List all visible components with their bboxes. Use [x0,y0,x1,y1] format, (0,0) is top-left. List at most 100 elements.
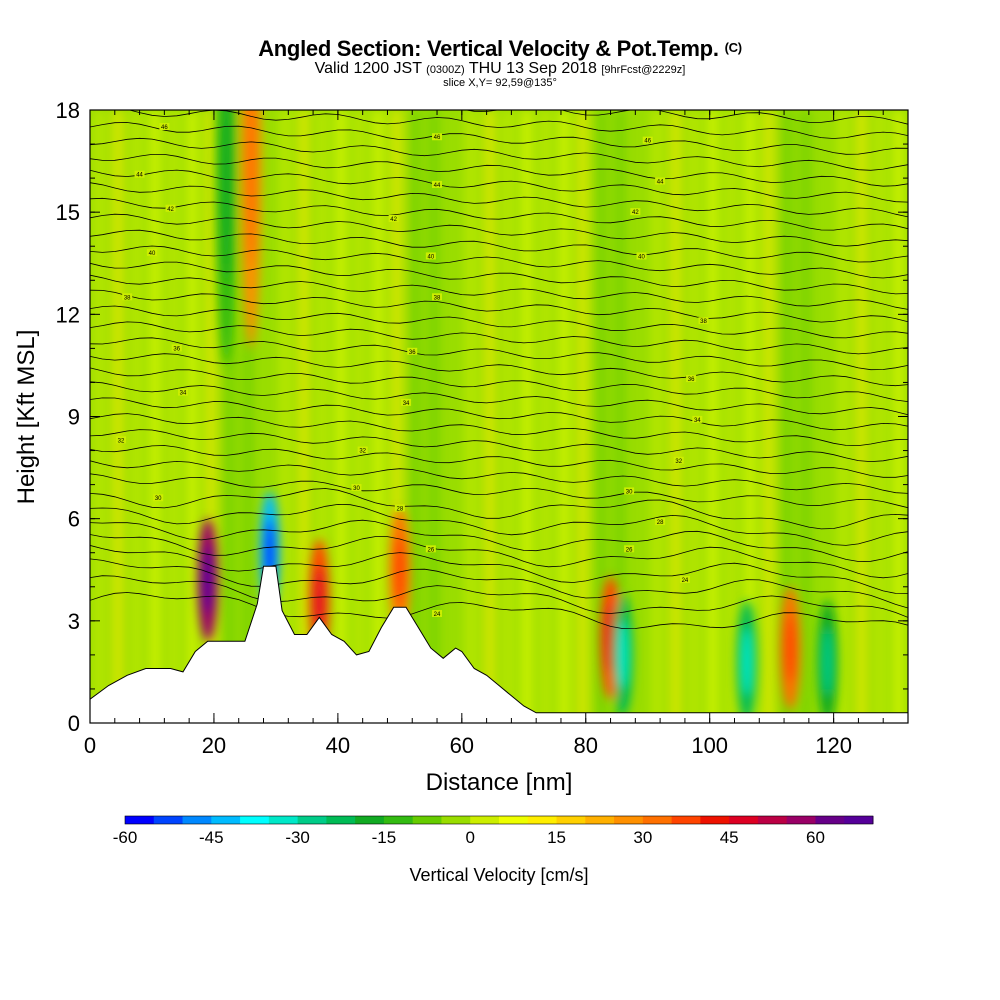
velocity-streak [595,110,608,723]
chart-subtitle: Valid 1200 JST (0300Z) THU 13 Sep 2018 [… [0,60,1000,78]
isentrope-label: 28 [397,506,404,512]
isentrope-line [90,337,908,371]
velocity-streak [669,110,682,723]
colorbar-swatch [556,816,586,824]
colorbar-swatch [499,816,529,824]
isentrope-line [90,261,908,295]
isentrope-label: 30 [353,486,360,492]
velocity-streak [297,110,310,723]
terrain [90,565,908,723]
x-tick-label: 0 [84,733,96,758]
isentrope-label-bg [642,136,653,144]
isentrope-line [90,503,908,546]
isentrope-label: 26 [427,547,434,553]
isentrope-line [90,534,908,579]
isentrope-label-bg [432,293,443,301]
colorbar-swatch [441,816,471,824]
colorbar-swatch [153,816,184,824]
colorbar-swatch [614,816,644,824]
velocity-streak [353,110,366,723]
velocity-core [221,110,232,282]
isentrope-label: 38 [434,295,441,301]
x-tick-label: 40 [326,733,350,758]
velocity-streak [483,110,496,723]
velocity-core [314,566,325,635]
velocity-streak [762,110,775,723]
isentrope-label: 34 [180,391,187,397]
isentrope-line [90,182,908,218]
colorbar-swatch [470,816,500,824]
isentrope-label: 42 [167,207,174,213]
colorbar-swatch [268,816,299,824]
velocity-streak [855,110,868,723]
isentrope-line [90,197,908,231]
colorbar-tick-label: -15 [372,828,397,847]
isentrope-line [90,519,908,562]
isentrope-label-bg [177,388,188,396]
y-tick-label: 15 [56,200,80,225]
isentrope-label-bg [425,252,436,260]
isentrope-label-bg [165,204,176,212]
velocity-streak [167,110,180,723]
isentrope-label-bg [673,456,684,464]
isentrope-label: 38 [700,319,707,325]
velocity-streak [558,110,571,723]
colorbar-tick-label: 15 [547,828,566,847]
colorbar-frame [124,815,874,825]
velocity-streak [706,110,719,723]
isentrope-label: 36 [688,377,695,383]
velocity-streak [836,110,849,723]
isentrope-label-bg [171,344,182,352]
isentrope-label: 36 [409,350,416,356]
plot-area: 46 46 46 44 44 44 42 42 42 40 40 40 38 38 38 36 36 36 34 34… [90,110,908,723]
colorbar-swatch [786,816,816,824]
isentrope-label-bg [432,133,443,141]
isentrope-label-bg [630,208,641,216]
isentrope-line [127,110,908,139]
y-tick-label: 3 [68,609,80,634]
colorbar-tick-label: -60 [113,828,138,847]
subtitle-valid: Valid 1200 JST [314,60,422,77]
colorbar-swatch [757,816,788,824]
isentrope-label: 34 [403,401,410,407]
isentrope-line [90,558,908,609]
isentrope-label-bg [146,249,157,257]
velocity-streak [186,110,199,723]
velocity-streak [799,110,812,723]
colorbar-swatch [671,816,701,824]
y-tick-label: 0 [68,711,80,736]
slice-info: slice X,Y= 92,59@135° [443,77,557,89]
velocity-streak [279,110,292,723]
isentrope-label: 46 [434,135,441,141]
isentrope-label-bg [624,545,635,553]
colorbar: -60 -45 -30 -15 0 15 30 45 60 [113,815,874,847]
velocity-streak [130,110,143,723]
velocity-streak [111,110,124,723]
velocity-streak [576,110,589,723]
isentrope-label-bg [351,484,362,492]
isentrope-label-bg [624,487,635,495]
isentrope-label-bg [153,494,164,502]
velocity-streak [539,110,552,723]
isentrope-label-bg [407,347,418,355]
colorbar-tick-label: -45 [199,828,224,847]
isentrope-line [90,229,908,263]
isentrope-label-bg [432,610,443,618]
isentrope-label: 30 [155,496,162,502]
isentrope-label: 24 [434,612,441,618]
velocity-core [202,546,213,614]
velocity-core [246,110,257,265]
colorbar-swatch [297,816,327,824]
colorbar-swatch [844,816,874,824]
isentrope-label-bg [698,317,709,325]
isentrope-label: 32 [118,438,125,444]
velocity-streak [874,110,887,723]
colorbar-swatch [585,816,615,824]
isentrope-line [90,367,908,402]
isentrope-line [90,460,908,494]
isentrope-label-bg [692,415,703,423]
isentrope-line [90,169,908,203]
isentrope-label: 40 [638,254,645,260]
